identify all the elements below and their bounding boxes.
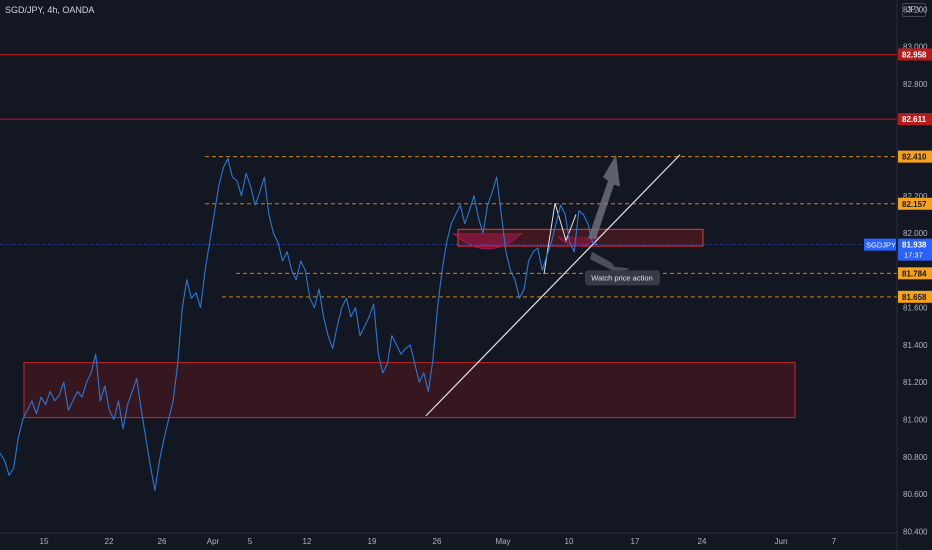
x-tick-label: 26: [433, 537, 442, 546]
symbol-tag-label: SGDJPY: [866, 241, 896, 250]
bullish-arrow: [588, 154, 620, 239]
level-price-tag: [898, 290, 932, 303]
y-tick-label: 81.600: [903, 304, 928, 313]
symbol-tag: [864, 238, 896, 251]
x-tick-label: 10: [565, 537, 574, 546]
x-tick-label: 19: [368, 537, 377, 546]
level-price-label: 81.658: [902, 293, 927, 302]
x-tick-label: 15: [40, 537, 49, 546]
y-tick-label: 80.800: [903, 453, 928, 462]
y-tick-label: 82.800: [903, 80, 928, 89]
currency-label[interactable]: JPY: [902, 3, 926, 17]
level-price-tag: [898, 150, 932, 163]
y-tick-label: 81.000: [903, 415, 928, 424]
y-tick-label: 82.000: [903, 229, 928, 238]
drawings-layer: Watch price action: [425, 154, 681, 417]
price-line-series: [0, 157, 598, 491]
callout-box: [585, 270, 660, 286]
cup-pattern-right: [557, 236, 599, 247]
level-price-label: 82.410: [902, 153, 927, 162]
y-tick-label: 81.400: [903, 341, 928, 350]
x-tick-label: 7: [832, 537, 837, 546]
level-price-tag: [898, 267, 932, 280]
demand-zone: [23, 362, 796, 419]
chart-title: SGD/JPY, 4h, OANDA: [5, 5, 95, 15]
level-price-label: 81.784: [902, 269, 927, 278]
last-price-label: 81.938: [902, 241, 927, 250]
time-axis: 15 22 26 Apr 5 12 19 26 May 10 17 24 Jun 7: [40, 537, 837, 546]
level-price-tag: [898, 197, 932, 210]
zones-layer: [23, 228, 796, 419]
ascending-trendline: [425, 154, 681, 417]
callout-text: Watch price action: [591, 273, 652, 282]
x-tick-label: 17: [631, 537, 640, 546]
x-tick-label: Apr: [207, 537, 220, 546]
x-tick-label: 22: [105, 537, 114, 546]
y-tick-label: 83.200: [903, 5, 928, 14]
x-tick-label: 12: [303, 537, 312, 546]
x-tick-label: 24: [698, 537, 707, 546]
series-layer: [0, 157, 897, 491]
last-price-tag: [898, 238, 932, 261]
price-axis: 83.200 83.000 82.800 82.200 82.000 81.600 81.4…: [903, 5, 928, 536]
y-tick-label: 81.200: [903, 378, 928, 387]
x-tick-label: 5: [248, 537, 253, 546]
resistance-price-tag: [898, 48, 932, 61]
y-tick-label: 83.000: [903, 43, 928, 52]
levels-layer: [0, 53, 897, 298]
price-labels: 82.958 82.611 82.410 82.157 81.784 81.658 SGDJ…: [864, 48, 932, 303]
level-price-label: 82.157: [902, 200, 927, 209]
y-tick-label: 80.600: [903, 490, 928, 499]
level-price-label: 82.958: [902, 50, 927, 59]
y-tick-label: 80.400: [903, 527, 928, 536]
countdown-label: 17:37: [904, 251, 923, 260]
x-tick-label: May: [495, 537, 510, 546]
x-tick-label: 26: [158, 537, 167, 546]
projection-path: [543, 203, 577, 275]
resistance-price-tag: [898, 113, 932, 126]
x-tick-label: Jun: [775, 537, 788, 546]
callout-pointer: [590, 251, 630, 275]
y-tick-label: 82.200: [903, 192, 928, 201]
level-price-label: 82.611: [902, 115, 927, 124]
